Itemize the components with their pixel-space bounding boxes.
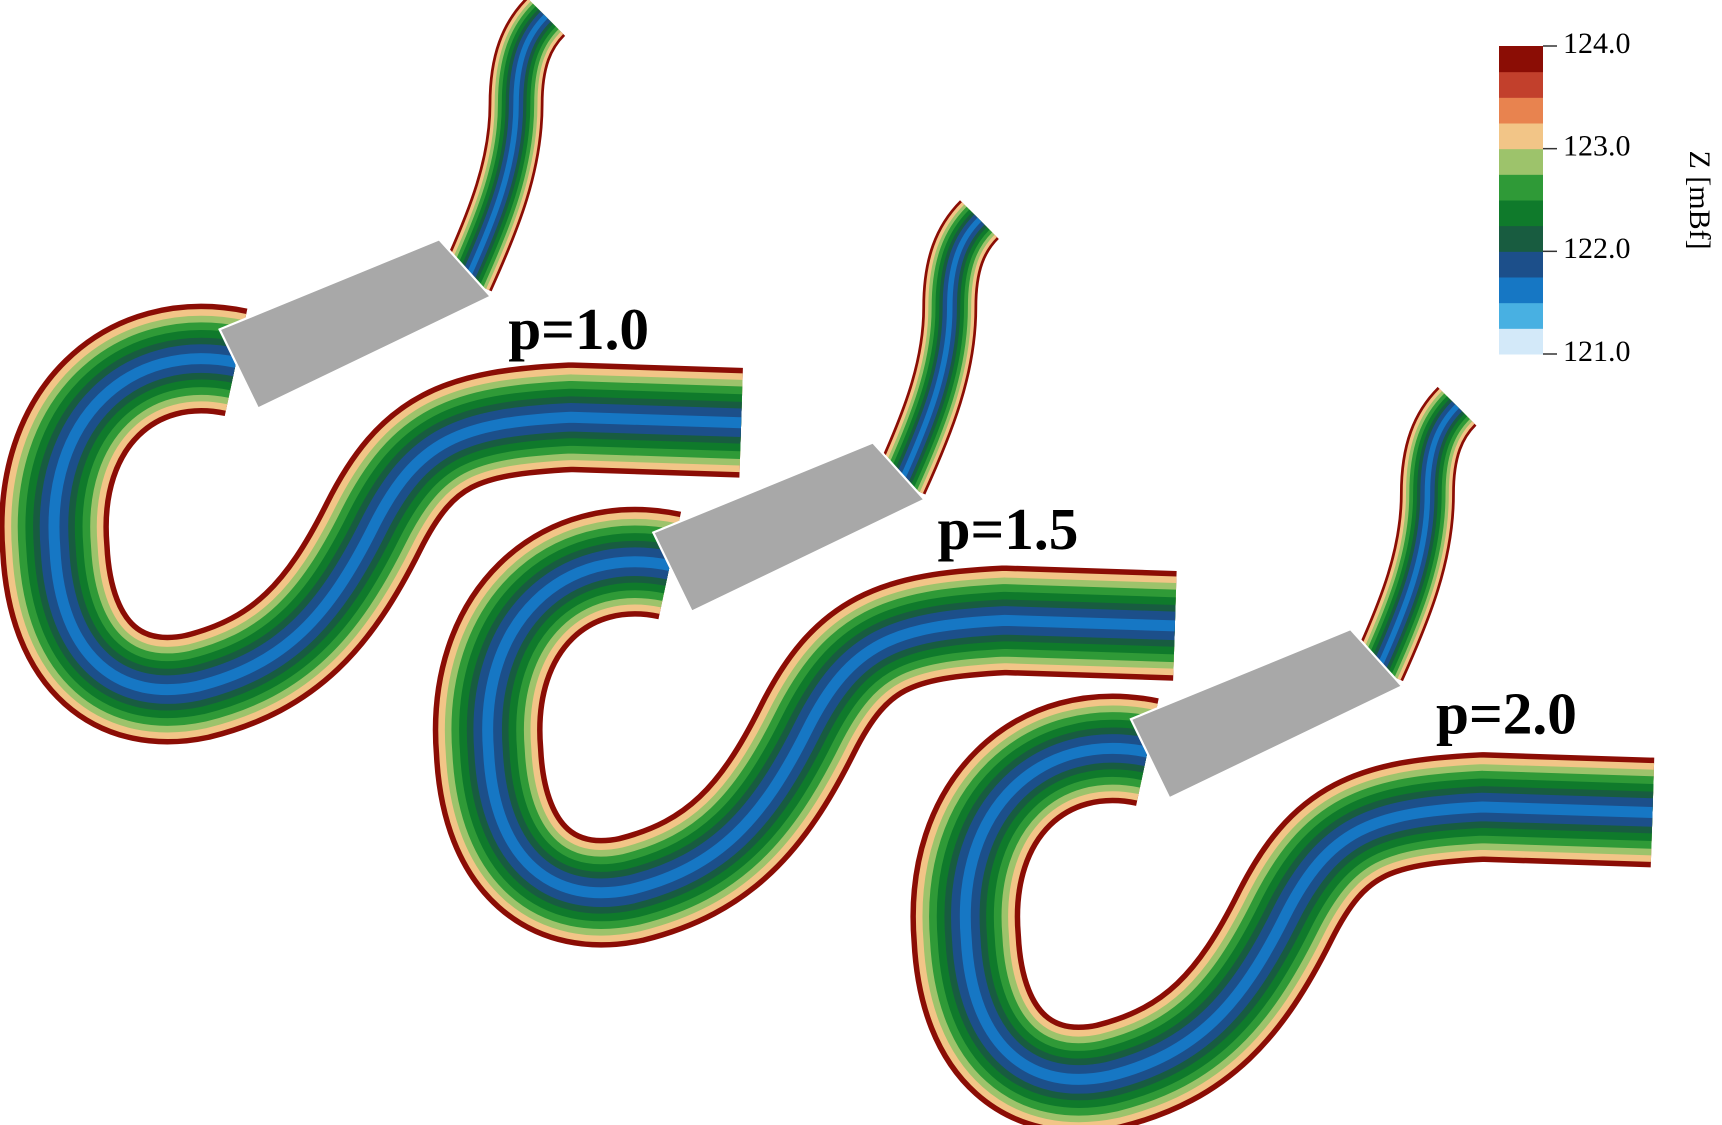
colorbar-band [1499,226,1543,252]
colorbar-band [1499,46,1543,72]
figure: p=1.0 p=1.5 p=2.0 124.0 123.0 122.0 121.0 Z [m… [0,0,1722,1125]
colorbar-tick-label: 124.0 [1563,27,1631,60]
colorbar-band [1499,72,1543,98]
panel-label: p=2.0 [1436,680,1577,746]
colorbar-band [1499,328,1543,354]
colorbar-band [1499,97,1543,123]
colorbar-tick-label: 121.0 [1563,335,1631,368]
colorbar-band [1499,251,1543,277]
maps: p=1.0 p=1.5 p=2.0 [54,16,1653,1079]
colorbar-band [1499,200,1543,226]
colorbar-band [1499,123,1543,149]
colorbar-tick-label: 122.0 [1563,232,1631,265]
colorbar-tick-label: 123.0 [1563,130,1631,163]
colorbar: 124.0 123.0 122.0 121.0 Z [mBf] [1499,27,1716,368]
colorbar-band [1499,149,1543,175]
panel-label: p=1.5 [938,496,1079,562]
panel-label: p=1.0 [508,296,649,362]
colorbar-band [1499,277,1543,303]
colorbar-title: Z [mBf] [1683,150,1716,249]
colorbar-band [1499,303,1543,329]
colorbar-band [1499,174,1543,200]
